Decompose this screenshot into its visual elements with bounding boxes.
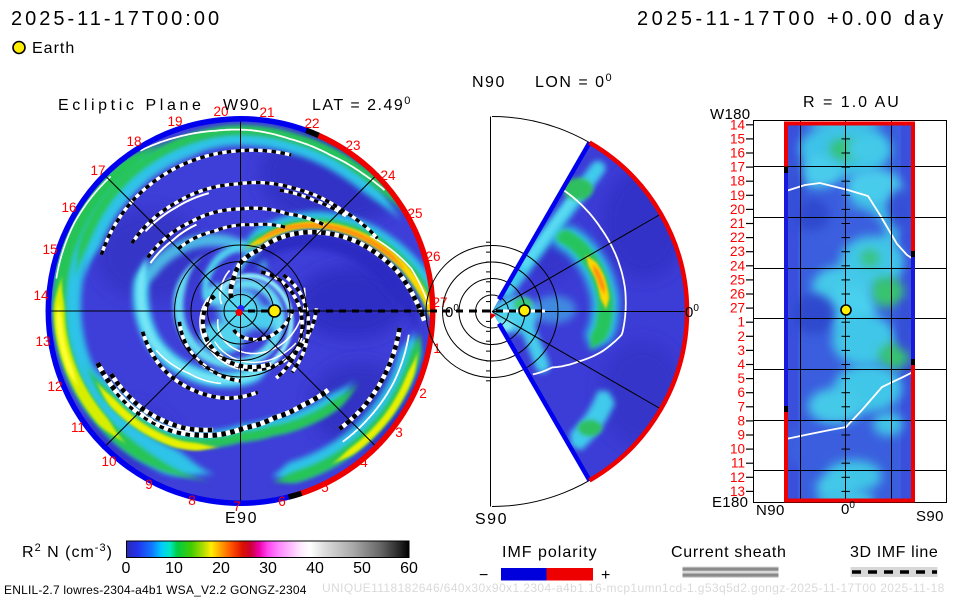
svg-text:12: 12 xyxy=(730,470,745,485)
svg-text:13: 13 xyxy=(730,484,745,499)
svg-text:10: 10 xyxy=(165,560,183,577)
svg-text:LON = 00: LON = 00 xyxy=(535,72,613,91)
svg-text:00: 00 xyxy=(685,303,699,321)
svg-text:E180: E180 xyxy=(712,494,748,511)
svg-text:18: 18 xyxy=(730,174,745,189)
svg-text:16: 16 xyxy=(61,200,76,215)
svg-text:20: 20 xyxy=(730,202,745,217)
svg-text:22: 22 xyxy=(304,116,319,131)
svg-text:5: 5 xyxy=(737,371,745,386)
svg-text:17: 17 xyxy=(730,160,745,175)
svg-text:Current sheath: Current sheath xyxy=(671,544,787,561)
svg-text:LAT = 2.490: LAT = 2.490 xyxy=(312,95,412,114)
svg-text:11: 11 xyxy=(71,420,85,435)
svg-text:N90: N90 xyxy=(472,74,506,91)
svg-text:2025-11-17T00 +0.00 day: 2025-11-17T00 +0.00 day xyxy=(637,8,947,30)
svg-text:25: 25 xyxy=(407,206,422,221)
svg-text:26: 26 xyxy=(730,287,745,302)
svg-text:18: 18 xyxy=(126,134,141,149)
svg-text:17: 17 xyxy=(90,163,105,178)
svg-text:N90: N90 xyxy=(756,502,785,519)
svg-text:24: 24 xyxy=(380,168,396,183)
svg-text:26: 26 xyxy=(425,249,440,264)
svg-text:9: 9 xyxy=(145,477,153,492)
svg-text:S90: S90 xyxy=(916,508,944,525)
svg-text:4: 4 xyxy=(737,357,745,372)
svg-text:3D IMF line: 3D IMF line xyxy=(850,544,938,561)
svg-text:25: 25 xyxy=(730,272,745,287)
svg-text:24: 24 xyxy=(730,258,746,273)
svg-text:−: − xyxy=(479,567,488,584)
svg-text:2: 2 xyxy=(419,386,427,401)
svg-text:14: 14 xyxy=(730,117,746,132)
svg-text:10: 10 xyxy=(101,454,116,469)
svg-text:0: 0 xyxy=(122,560,131,577)
svg-text:E90: E90 xyxy=(225,510,258,527)
svg-text:16: 16 xyxy=(730,146,745,161)
svg-text:15: 15 xyxy=(730,131,745,146)
svg-text:60: 60 xyxy=(400,560,418,577)
svg-text:21: 21 xyxy=(730,216,745,231)
svg-text:7: 7 xyxy=(737,399,745,414)
svg-text:6: 6 xyxy=(278,494,286,509)
svg-text:Ecliptic Plane: Ecliptic Plane xyxy=(58,97,204,114)
svg-text:W180: W180 xyxy=(710,106,750,123)
svg-text:ENLIL-2.7 lowres-2304-a4b1 WSA: ENLIL-2.7 lowres-2304-a4b1 WSA_V2.2 GONG… xyxy=(4,583,307,597)
svg-text:10: 10 xyxy=(730,442,745,457)
svg-text:12: 12 xyxy=(47,379,62,394)
svg-text:3: 3 xyxy=(395,425,403,440)
svg-text:8: 8 xyxy=(737,413,745,428)
svg-text:30: 30 xyxy=(259,560,277,577)
svg-text:50: 50 xyxy=(353,560,371,577)
svg-text:UNIQUE1118182646/640x30x90x1.2: UNIQUE1118182646/640x30x90x1.2304-a4b1.1… xyxy=(322,581,945,595)
svg-text:11: 11 xyxy=(731,456,745,471)
svg-text:2025-11-17T00:00: 2025-11-17T00:00 xyxy=(11,8,222,30)
svg-text:3: 3 xyxy=(737,343,745,358)
svg-text:Earth: Earth xyxy=(32,40,75,57)
svg-text:15: 15 xyxy=(42,242,57,257)
svg-text:19: 19 xyxy=(167,114,182,129)
svg-text:40: 40 xyxy=(306,560,324,577)
svg-text:13: 13 xyxy=(35,334,50,349)
svg-text:00: 00 xyxy=(841,500,855,518)
svg-text:1: 1 xyxy=(737,315,745,330)
svg-text:8: 8 xyxy=(188,493,196,508)
svg-text:S90: S90 xyxy=(475,511,508,528)
svg-text:2: 2 xyxy=(737,329,745,344)
svg-text:23: 23 xyxy=(345,138,360,153)
svg-text:21: 21 xyxy=(259,105,274,120)
svg-text:20: 20 xyxy=(213,104,228,119)
svg-text:22: 22 xyxy=(730,230,745,245)
svg-text:5: 5 xyxy=(321,480,329,495)
svg-text:19: 19 xyxy=(730,188,745,203)
svg-text:6: 6 xyxy=(737,385,745,400)
svg-text:00: 00 xyxy=(445,303,459,321)
svg-text:27: 27 xyxy=(730,301,745,316)
svg-text:4: 4 xyxy=(360,455,368,470)
svg-text:20: 20 xyxy=(212,560,230,577)
svg-text:14: 14 xyxy=(33,288,49,303)
svg-text:9: 9 xyxy=(737,428,745,443)
svg-text:23: 23 xyxy=(730,244,745,259)
svg-text:R2 N (cm-3): R2 N (cm-3) xyxy=(22,542,113,561)
svg-text:R = 1.0 AU: R = 1.0 AU xyxy=(803,94,901,111)
svg-text:+: + xyxy=(601,567,610,584)
svg-text:W90: W90 xyxy=(223,97,260,114)
svg-text:IMF polarity: IMF polarity xyxy=(502,544,598,561)
svg-text:7: 7 xyxy=(233,499,241,514)
